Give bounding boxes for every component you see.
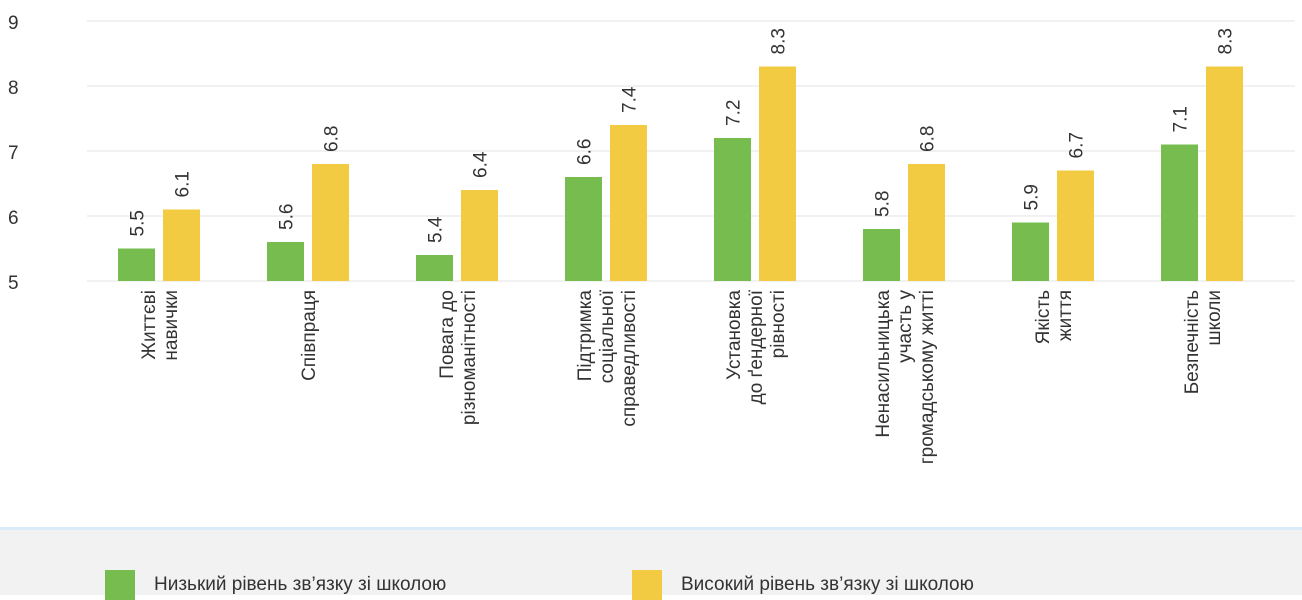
bar-high xyxy=(163,209,200,281)
category-label: Співпраця xyxy=(299,290,320,381)
data-label: 8.3 xyxy=(769,28,790,54)
category-label: громадському житті xyxy=(917,290,938,464)
bar-low xyxy=(1012,222,1049,281)
y-tick-label: 7 xyxy=(8,143,19,164)
bar-low xyxy=(565,177,602,281)
data-label: 7.4 xyxy=(620,86,641,113)
x-axis-categories: Життєві навички Співпраця Повага до різноман… xyxy=(139,289,1225,464)
bar-high xyxy=(1206,66,1243,281)
category-label-group: Життєві навички xyxy=(139,290,182,361)
bars xyxy=(118,66,1243,281)
data-labels: 5.5 5.6 5.4 6.6 7.2 5.8 5.9 7.1 6.1 6.8 6.4 7.4 8.3 6… xyxy=(128,28,1237,243)
category-label: рівності xyxy=(768,290,789,358)
legend-label-high: Високий рівень зв’язку зі школою xyxy=(681,574,974,595)
legend-swatch-high xyxy=(632,570,662,600)
category-label: різноманітності xyxy=(459,290,480,425)
category-label: Повага до xyxy=(437,290,458,379)
legend: Низький рівень зв’язку зі школою Високий… xyxy=(0,527,1302,600)
bar-high xyxy=(1057,170,1094,281)
category-label: участь у xyxy=(895,290,916,363)
category-label: Ненасильницька xyxy=(873,290,894,438)
category-label-group: Повага до різноманітності xyxy=(437,290,480,425)
data-label: 7.2 xyxy=(724,100,745,126)
category-label: життя xyxy=(1055,290,1076,341)
data-label: 6.1 xyxy=(173,171,194,197)
y-tick-label: 5 xyxy=(8,273,19,294)
category-label: до ґендерної xyxy=(746,289,767,404)
category-label: справедливості xyxy=(619,290,640,427)
bar-low xyxy=(863,229,900,281)
bar-high xyxy=(908,164,945,281)
data-label: 6.4 xyxy=(471,151,492,178)
category-label-group: Установка до ґендерної рівності xyxy=(724,289,789,404)
legend-label-low: Низький рівень зв’язку зі школою xyxy=(154,574,447,595)
data-label: 6.8 xyxy=(322,126,343,152)
data-label: 6.6 xyxy=(575,139,596,165)
bar-high xyxy=(312,164,349,281)
category-label-group: Ненасильницька участь у громадському житті xyxy=(873,290,938,465)
category-label: школи xyxy=(1204,290,1225,346)
y-tick-label: 9 xyxy=(8,13,19,34)
data-label: 5.8 xyxy=(873,191,894,217)
data-label: 5.9 xyxy=(1022,184,1043,210)
category-label: соціальної xyxy=(597,289,618,383)
data-label: 5.6 xyxy=(277,204,298,230)
bar-chart: 5 6 7 8 9 5.5 5.6 5.4 6.6 7.2 5.8 5.9 7.1 6.1 6.8 6.4 7… xyxy=(8,13,1295,464)
bar-high xyxy=(759,66,796,281)
y-axis-ticks: 5 6 7 8 9 xyxy=(8,13,19,294)
category-label-group: Співпраця xyxy=(299,290,320,381)
category-label: Установка xyxy=(724,290,745,380)
bar-low xyxy=(416,255,453,281)
category-label: Підтримка xyxy=(575,290,596,382)
bar-low xyxy=(714,138,751,281)
category-label: навички xyxy=(161,290,182,361)
category-label: Безпечність xyxy=(1182,290,1203,394)
bar-high xyxy=(461,190,498,281)
y-tick-label: 6 xyxy=(8,208,19,229)
data-label: 5.4 xyxy=(426,216,447,243)
data-label: 7.1 xyxy=(1171,106,1192,132)
bar-low xyxy=(267,242,304,281)
y-tick-label: 8 xyxy=(8,78,19,99)
legend-swatch-low xyxy=(105,570,135,600)
bar-high xyxy=(610,125,647,281)
category-label-group: Якість життя xyxy=(1033,290,1076,344)
category-label-group: Безпечність школи xyxy=(1182,290,1225,394)
category-label: Якість xyxy=(1033,290,1054,344)
data-label: 8.3 xyxy=(1216,28,1237,54)
category-label-group: Підтримка соціальної справедливості xyxy=(575,289,640,426)
category-label: Життєві xyxy=(139,290,160,360)
bar-low xyxy=(1161,144,1198,281)
data-label: 6.7 xyxy=(1067,132,1088,158)
data-label: 5.5 xyxy=(128,210,149,236)
bar-low xyxy=(118,248,155,281)
data-label: 6.8 xyxy=(918,126,939,152)
